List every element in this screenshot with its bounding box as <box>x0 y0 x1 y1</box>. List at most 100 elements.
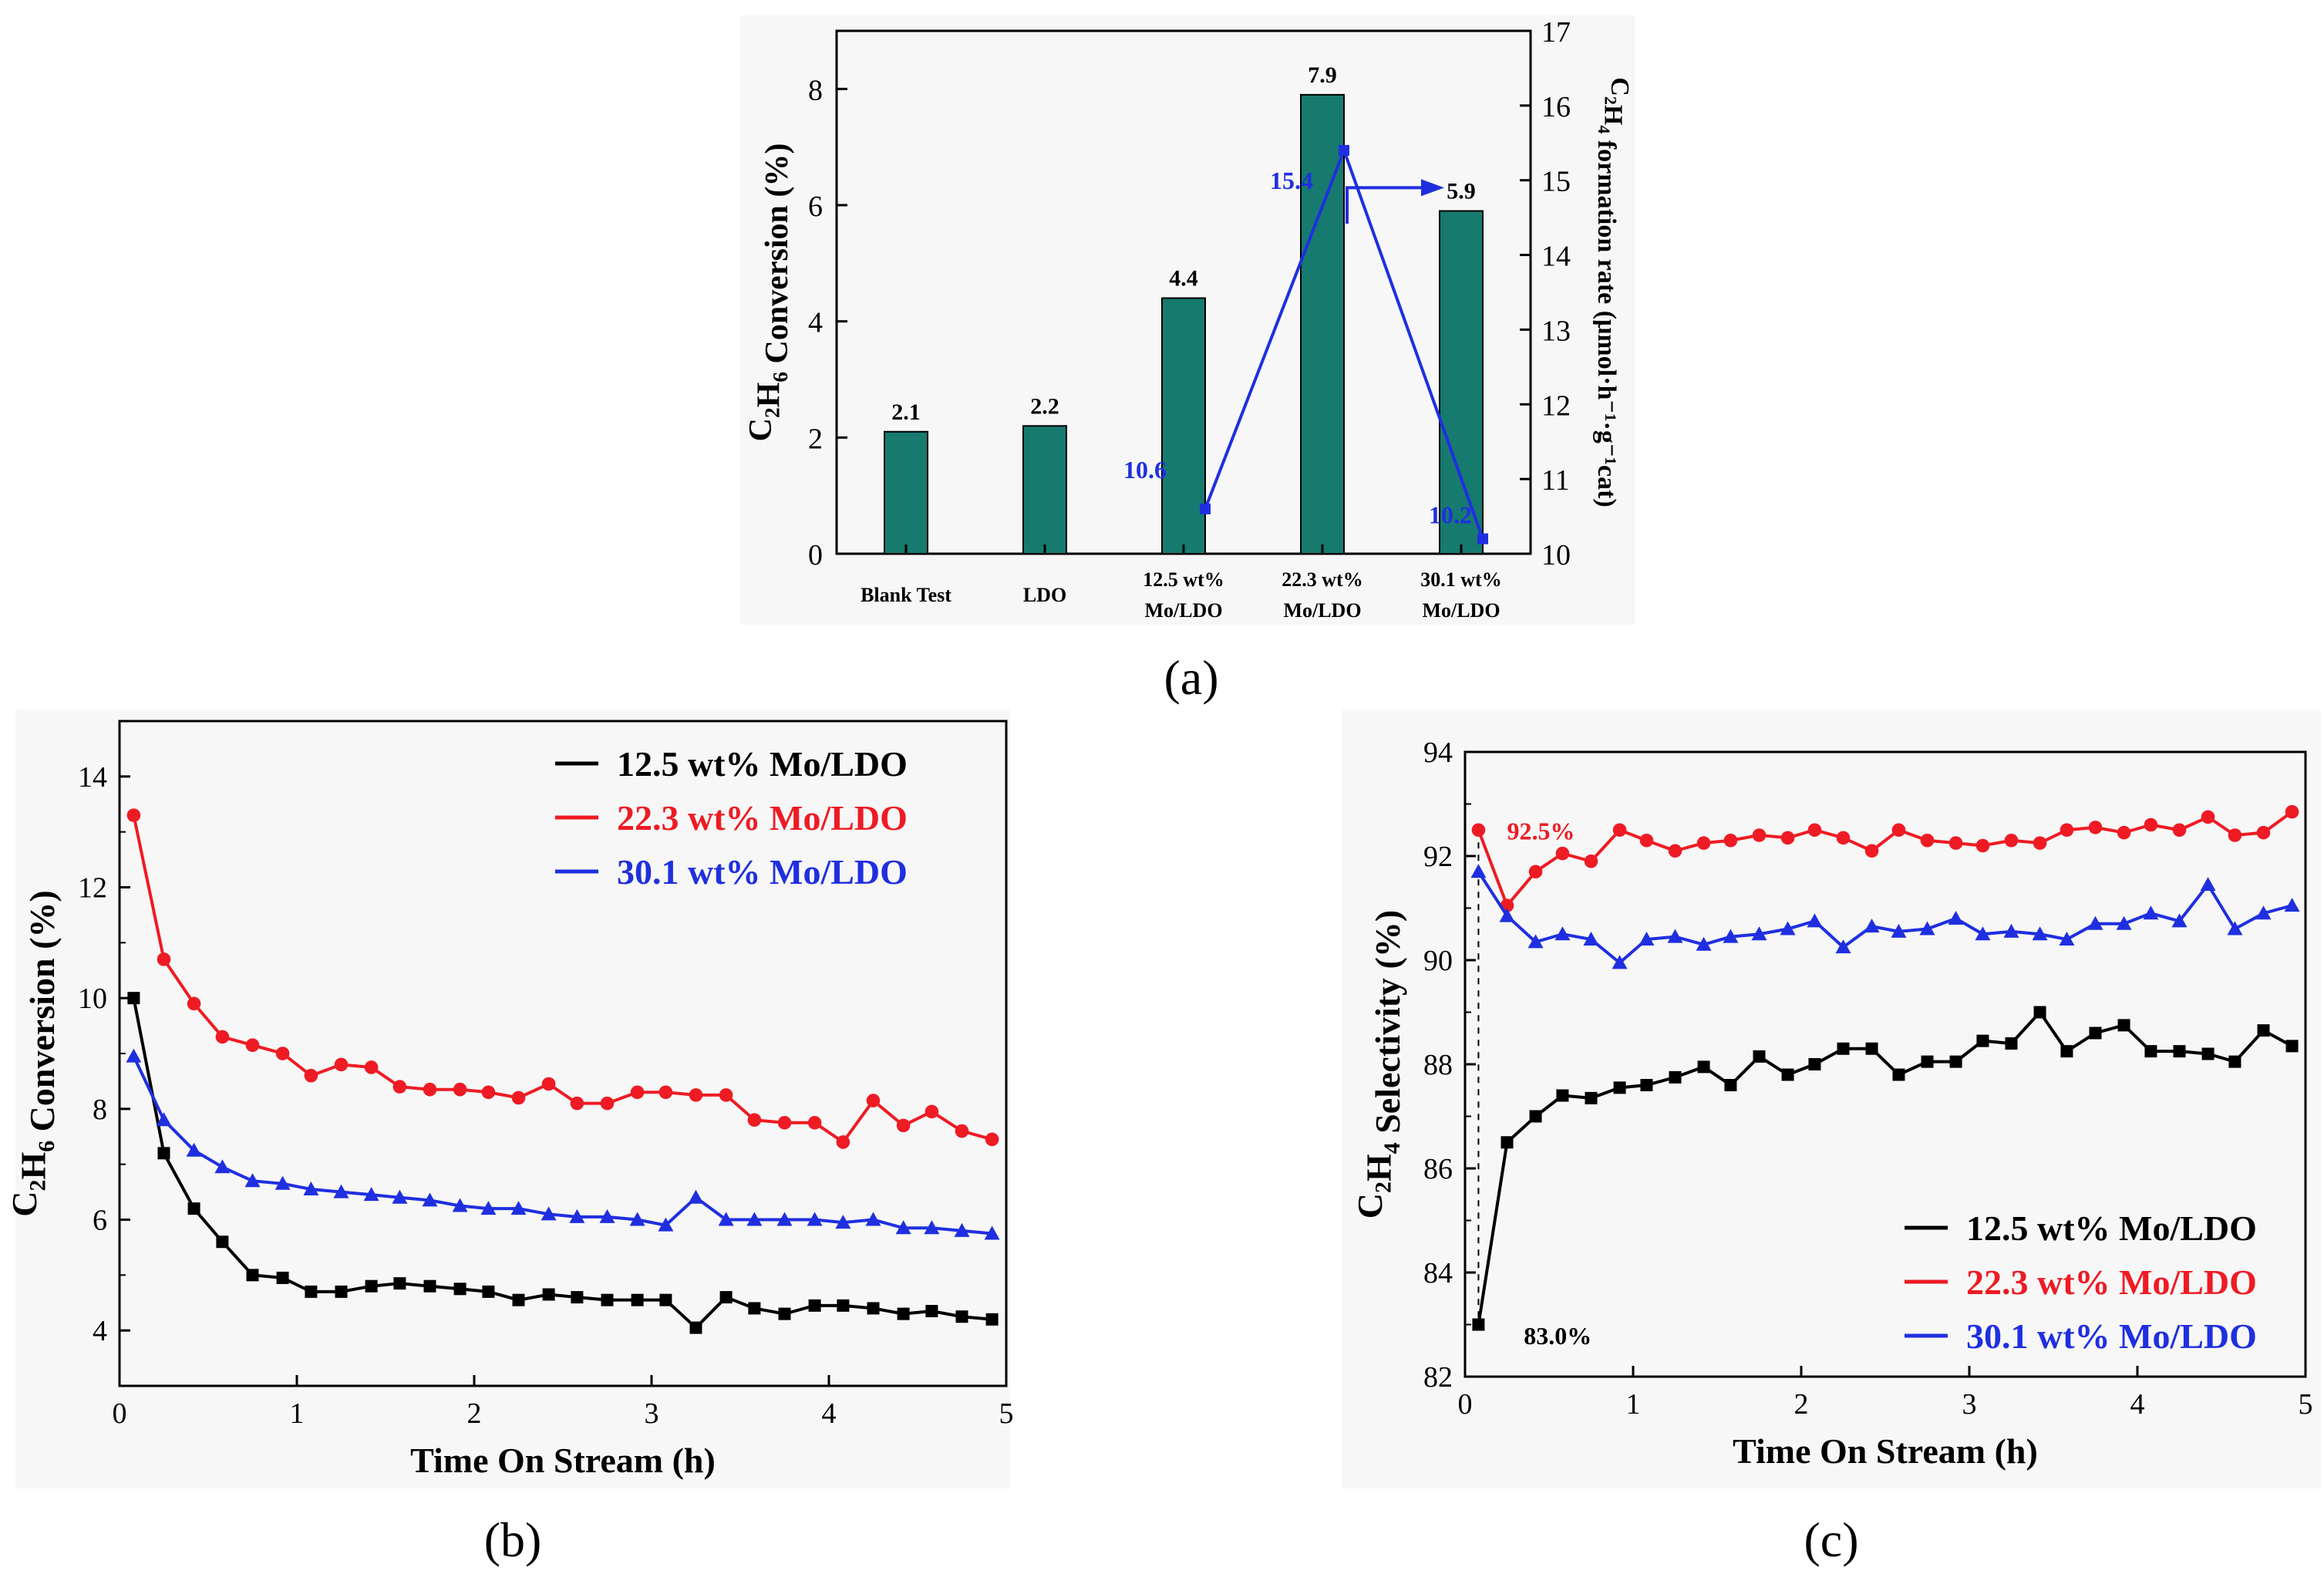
chart-c-point <box>1807 913 1823 928</box>
chart-b-point <box>924 1220 940 1235</box>
chart-b-point <box>570 1096 584 1111</box>
chart-b-point <box>599 1209 615 1223</box>
chart-b-point <box>187 1202 200 1215</box>
chart-b-point <box>865 1212 881 1226</box>
chart-b-xtick-label: 2 <box>467 1397 482 1430</box>
chart-c-point <box>1667 929 1683 943</box>
chart-b-point <box>601 1293 614 1306</box>
chart-a-ylabel: C2H6 Conversion (%) <box>743 143 795 442</box>
chart-c-point <box>1723 833 1738 848</box>
chart-b-xtick-label: 0 <box>113 1397 127 1430</box>
chart-b-point <box>658 1217 674 1232</box>
chart-c-point <box>2144 1045 2157 1058</box>
chart-a-bar-value: 7.9 <box>1308 62 1337 88</box>
chart-c-point <box>1751 926 1767 941</box>
chart-b-point <box>214 1159 231 1174</box>
chart-c-point <box>2033 1006 2046 1019</box>
chart-c-point <box>2257 1024 2270 1037</box>
chart-a-y2tick-label: 10 <box>1541 539 1571 571</box>
chart-b-point <box>305 1285 318 1298</box>
panel-label-b: (b) <box>484 1512 542 1567</box>
chart-a-y2tick-label: 17 <box>1541 16 1571 49</box>
chart-c-point <box>1472 1318 1485 1331</box>
chart-c-point <box>2255 905 2272 920</box>
chart-a-bar-value: 4.4 <box>1169 266 1198 292</box>
chart-c: 0 1 2 3 4 5 82 84 86 88 90 92 94 92.5% 83.0% 12.5 wt% M… <box>1350 737 2313 1471</box>
chart-b-xtick-label: 3 <box>645 1397 659 1430</box>
chart-b-point <box>718 1212 734 1226</box>
chart-b-ytick-label: 10 <box>78 983 107 1015</box>
chart-c-point <box>1639 932 1655 946</box>
chart-b-series-line <box>132 1055 992 1235</box>
chart-c-xtick-label: 2 <box>1794 1388 1809 1421</box>
chart-c-point <box>2117 825 2131 840</box>
chart-c-point <box>1724 1079 1737 1091</box>
chart-a-ytick-label: 6 <box>808 190 823 223</box>
chart-b-point <box>630 1085 645 1100</box>
chart-b-point <box>837 1299 850 1312</box>
chart-c-point <box>2284 898 2300 912</box>
chart-c-ytick-label: 86 <box>1423 1153 1453 1185</box>
panel-label-a: (a) <box>1164 650 1218 705</box>
chart-c-point <box>1921 1055 1934 1068</box>
chart-b-point <box>303 1181 319 1195</box>
chart-b-point <box>569 1209 585 1223</box>
chart-a-bar-value: 2.2 <box>1030 393 1059 419</box>
chart-c-point <box>1529 1110 1542 1123</box>
chart-c-point <box>2228 1055 2241 1068</box>
chart-c-point <box>2033 836 2047 850</box>
chart-c-point <box>1948 911 1964 925</box>
chart-c-point <box>1668 844 1682 858</box>
chart-a-rate-marker <box>1477 533 1488 544</box>
chart-b-point <box>246 1269 259 1282</box>
chart-c-legend-label: 30.1 wt% Mo/LDO <box>1966 1316 2257 1356</box>
chart-b-point <box>453 1082 467 1097</box>
chart-c-point <box>2003 923 2019 938</box>
chart-b-xlabel: Time On Stream (h) <box>410 1441 716 1480</box>
chart-b-point <box>156 1112 172 1127</box>
chart-c-point <box>1780 831 1795 845</box>
chart-b-point <box>542 1288 555 1301</box>
chart-b-point <box>334 1057 349 1072</box>
chart-b-point <box>629 1212 645 1226</box>
chart-b-point <box>245 1038 260 1053</box>
chart-a-y2tick-label: 15 <box>1541 166 1571 198</box>
chart-b-point <box>157 1147 170 1160</box>
chart-a-ytick-label: 8 <box>808 74 823 106</box>
chart-a-bar-value: 5.9 <box>1447 179 1476 204</box>
chart-a-y2tick-label: 11 <box>1541 464 1570 497</box>
chart-a-y2tick-label: 16 <box>1541 91 1571 123</box>
chart-c-annotation: 92.5% <box>1507 817 1575 844</box>
chart-c-xtick-label: 1 <box>1626 1388 1641 1421</box>
chart-b-point <box>658 1085 673 1100</box>
chart-b-point <box>481 1085 496 1100</box>
chart-c-point <box>1584 854 1598 868</box>
chart-b-point <box>954 1222 970 1237</box>
chart-b-point <box>510 1201 527 1215</box>
chart-c-point <box>1781 1068 1794 1081</box>
chart-b-point <box>423 1082 437 1097</box>
chart-b-point <box>392 1080 407 1094</box>
chart-c-legend-label: 22.3 wt% Mo/LDO <box>1966 1262 2257 1302</box>
chart-b-point <box>157 952 171 966</box>
chart-b-point <box>392 1189 408 1204</box>
chart-c-point <box>2005 1037 2018 1050</box>
chart-c-point <box>1891 823 1906 838</box>
chart-c-point <box>1836 831 1851 845</box>
chart-b-ytick-label: 4 <box>93 1315 107 1347</box>
chart-a-y2tick-label: 13 <box>1541 315 1571 347</box>
chart-a-bar-value: 2.1 <box>891 399 921 425</box>
chart-b-point <box>746 1212 763 1226</box>
chart-b-point <box>776 1212 793 1226</box>
chart-c-point <box>2144 817 2158 832</box>
chart-b-point <box>600 1096 615 1111</box>
chart-b-point <box>480 1201 497 1215</box>
chart-c-point <box>1696 936 1712 951</box>
chart-a-ytick-label: 4 <box>808 307 823 339</box>
chart-c-point <box>2173 1045 2186 1058</box>
chart-a-axis-arrow <box>1346 186 1421 224</box>
chart-b-point <box>393 1277 406 1290</box>
chart-b-point <box>836 1135 850 1149</box>
chart-b-ytick-label: 14 <box>78 761 107 794</box>
